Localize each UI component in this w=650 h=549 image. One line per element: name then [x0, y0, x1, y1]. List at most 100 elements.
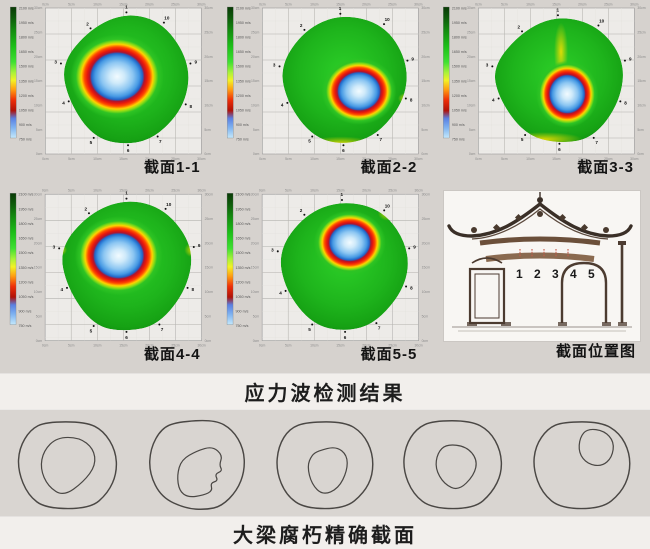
decay-core [536, 60, 599, 128]
axis-tick: 25cm [34, 217, 42, 221]
beam-outline [403, 420, 503, 510]
axis-tick: 25cm [205, 217, 213, 221]
sensor-number: 2 [84, 206, 87, 211]
axis-tick: 30cm [34, 6, 42, 10]
axis-tick: 0cm [42, 157, 49, 161]
sensor-point [382, 23, 385, 26]
axis-tick: 20cm [467, 55, 475, 59]
axis-tick: 25cm [388, 189, 396, 193]
axis-tick: 30cm [414, 157, 422, 161]
axis-tick: 5cm [469, 128, 476, 132]
sensor-number: 1 [338, 6, 341, 11]
sensor-number: 1 [340, 192, 343, 197]
heatmap-section-5: 2100 m/s 1950 m/s 1800 m/s 1650 m/s 1500 m/s… [217, 186, 434, 373]
axis-tick: 0cm [259, 344, 266, 348]
colorbar-tick-label: 1800 m/s [235, 222, 250, 226]
axis-tick: 30cm [197, 344, 205, 348]
roof-underline [472, 208, 609, 240]
colorbar-tick-label: 900 m/s [19, 123, 32, 127]
colorbar-tick-label: 900 m/s [452, 123, 465, 127]
stress-wave-results-panel: 2100 m/s 1950 m/s 1800 m/s 1650 m/s 1500 m/s… [0, 0, 650, 373]
axis-tick: 25cm [171, 189, 179, 193]
colorbar-tick-label: 1650 m/s [19, 50, 34, 54]
axis-tick: 25cm [638, 31, 646, 35]
sensor-point [521, 30, 524, 33]
sensor-point [192, 245, 195, 249]
sensor-point [158, 323, 161, 326]
axis-tick: 20cm [145, 3, 153, 7]
decay-core [70, 34, 164, 119]
heatmap-plot: 2100 m/s 1950 m/s 1800 m/s 1650 m/s 1500 m/s… [226, 189, 430, 348]
decay-core [74, 216, 163, 296]
axis-tick: 20cm [362, 3, 370, 7]
beam-outline [148, 419, 245, 510]
colorbar-tick-label: 1800 m/s [235, 36, 250, 40]
axis-tick: 15cm [638, 79, 646, 83]
axis-tick: 15cm [119, 344, 127, 348]
colorbar-tick-label: 2100 m/s [452, 7, 467, 11]
colorbar-tick-label: 1350 m/s [19, 79, 34, 83]
axis-tick: 5cm [68, 157, 75, 161]
colorbar-tick-label: 1950 m/s [19, 21, 34, 25]
cross-section-outline [148, 419, 245, 510]
section-label: 截面3-3 [577, 159, 634, 176]
axis-tick: 20cm [205, 241, 213, 245]
axis-tick: 30cm [197, 189, 205, 193]
axis-tick: 25cm [388, 157, 396, 161]
axis-tick: 10cm [93, 3, 101, 7]
axis-tick: 5cm [421, 315, 428, 319]
heatmap-section-2: 2100 m/s 1950 m/s 1800 m/s 1650 m/s 1500 m/s… [217, 0, 434, 186]
colorbar-tick-label: 1650 m/s [19, 237, 34, 241]
column-bases [467, 322, 628, 326]
heatmap-plot-host: 2100 m/s 1950 m/s 1800 m/s 1650 m/s 1500 m/s… [0, 186, 217, 373]
colorbar-tick-label: 900 m/s [235, 309, 248, 313]
axis-tick: 10cm [34, 104, 42, 108]
axis-tick: 15cm [421, 266, 429, 270]
sensor-point [65, 286, 69, 289]
decay-region-outline [40, 436, 96, 494]
axis-tick: 5cm [421, 128, 428, 132]
colorbar-tick-label: 2100 m/s [19, 7, 34, 11]
sensor-number: 3 [53, 244, 56, 249]
axis-tick: 20cm [34, 241, 42, 245]
sensor-point [184, 103, 187, 106]
colorbar-tick-label: 750 m/s [19, 138, 32, 142]
sensor-point [407, 247, 410, 250]
colorbar-tick-label: 1650 m/s [452, 50, 467, 54]
axis-tick: 10cm [526, 3, 534, 7]
sensor-number: 3 [486, 63, 489, 68]
sensor-number: 10 [166, 202, 172, 207]
heat-field [64, 15, 189, 144]
axis-tick: 15cm [34, 266, 42, 270]
sensor-number: 8 [410, 98, 413, 103]
axis-tick: 10cm [467, 104, 475, 108]
axis-tick: 25cm [388, 344, 396, 348]
cross-section-outline [17, 421, 118, 510]
axis-tick: 15cm [119, 3, 127, 7]
sensor-number: 6 [558, 147, 561, 152]
sensor-point [125, 11, 128, 14]
axis-tick: 30cm [197, 157, 205, 161]
axis-tick: 10cm [638, 104, 646, 108]
section-label: 截面2-2 [360, 159, 418, 176]
sensor-point [343, 330, 346, 333]
sensor-point [162, 21, 165, 24]
heat-field [495, 18, 624, 143]
axis-tick: 0cm [638, 152, 645, 156]
sensor-number: 2 [300, 23, 303, 28]
axis-tick: 0cm [259, 3, 266, 7]
sensor-number: 10 [384, 203, 390, 208]
archway-drawing: 1 2 3 4 5 [447, 192, 634, 332]
axis-tick: 30cm [197, 3, 205, 7]
sensor-number: 8 [625, 101, 628, 106]
heatmap-plot-host: 2100 m/s 1950 m/s 1800 m/s 1650 m/s 1500 m/s… [433, 0, 650, 186]
axis-tick: 10cm [310, 189, 318, 193]
axis-tick: 10cm [310, 344, 318, 348]
axis-tick: 30cm [421, 6, 429, 10]
colorbar-tick-label: 750 m/s [19, 324, 32, 328]
axis-tick: 10cm [204, 104, 212, 108]
archway-photo: 1 2 3 4 5 [444, 191, 641, 341]
sensor-number: 9 [413, 244, 416, 249]
sensor-number: 4 [492, 98, 495, 103]
colorbar-tick-label: 1050 m/s [235, 108, 250, 112]
